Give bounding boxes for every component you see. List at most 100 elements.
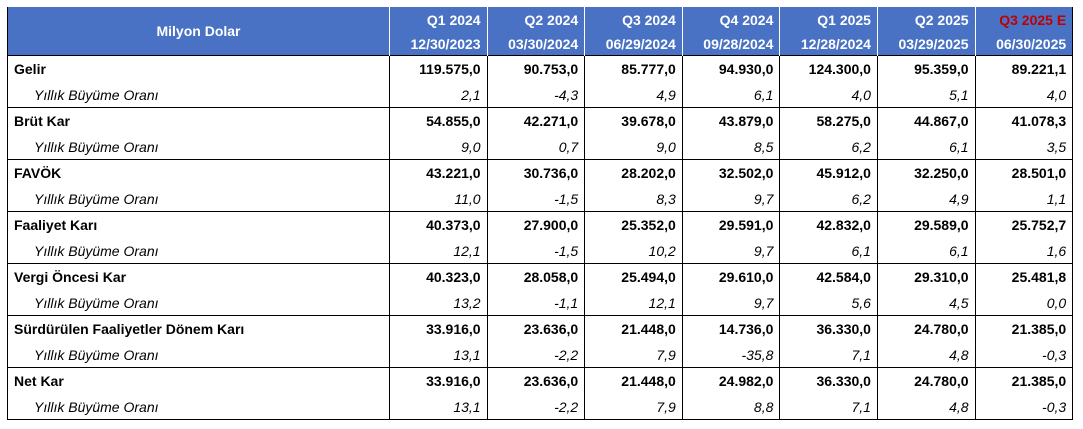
growth-value: 9,0 <box>584 134 683 160</box>
table-row-metric: FAVÖK 43.221,0 30.736,0 28.202,0 32.502,0 45.… <box>7 159 1074 186</box>
growth-value: 2,1 <box>389 82 488 108</box>
growth-value: 6,1 <box>779 238 878 264</box>
growth-value: 5,1 <box>876 82 976 108</box>
growth-value: 12,1 <box>584 290 683 316</box>
header-row-quarters: Milyon Dolar Q1 2024 Q2 2024 Q3 2024 Q4 … <box>7 7 1073 56</box>
growth-value: 8,8 <box>681 394 781 420</box>
growth-value: 4,8 <box>876 394 976 420</box>
metric-value: 24.780,0 <box>876 367 976 394</box>
growth-value: 4,9 <box>876 186 976 212</box>
table-row-metric: Brüt Kar 54.855,0 42.271,0 39.678,0 43.879,0… <box>7 107 1074 134</box>
growth-value: 11,0 <box>389 186 488 212</box>
metric-value: 25.481,8 <box>974 263 1074 290</box>
metric-value: 28.501,0 <box>974 159 1074 186</box>
metric-value: 21.385,0 <box>974 315 1074 342</box>
metric-value: 25.352,0 <box>584 211 683 238</box>
metric-value: 29.591,0 <box>681 211 781 238</box>
growth-value: 8,3 <box>584 186 683 212</box>
growth-value: 3,5 <box>974 134 1074 160</box>
metric-value: 39.678,0 <box>584 107 683 134</box>
header-date: 12/30/2023 <box>389 32 488 56</box>
metric-value: 119.575,0 <box>389 55 488 82</box>
growth-label: Yıllık Büyüme Oranı <box>7 82 390 108</box>
growth-value: 0,0 <box>974 290 1074 316</box>
growth-label: Yıllık Büyüme Oranı <box>7 186 390 212</box>
metric-value: 85.777,0 <box>584 55 683 82</box>
metric-value: 95.359,0 <box>876 55 976 82</box>
table-row-growth: Yıllık Büyüme Oranı 13,1 -2,2 7,9 8,8 7,1 4,8-… <box>7 394 1074 420</box>
metric-value: 40.373,0 <box>389 211 488 238</box>
growth-value: 4,0 <box>779 82 878 108</box>
growth-value: 6,1 <box>681 82 781 108</box>
metric-value: 33.916,0 <box>389 315 488 342</box>
growth-value: 4,5 <box>876 290 976 316</box>
growth-value: 12,1 <box>389 238 488 264</box>
growth-value: -2,2 <box>486 342 586 368</box>
growth-value: 9,7 <box>681 290 781 316</box>
header-quarter: Q2 2025 <box>876 7 976 32</box>
growth-label: Yıllık Büyüme Oranı <box>7 394 390 420</box>
financial-summary-table: Milyon Dolar Q1 2024 Q2 2024 Q3 2024 Q4 … <box>7 7 1074 420</box>
metric-value: 21.385,0 <box>974 367 1074 394</box>
metric-value: 30.736,0 <box>486 159 586 186</box>
growth-value: 7,9 <box>584 342 683 368</box>
table-row-metric: Net Kar 33.916,0 23.636,0 21.448,0 24.982,0 3… <box>7 367 1074 394</box>
metric-value: 40.323,0 <box>389 263 488 290</box>
metric-value: 54.855,0 <box>389 107 488 134</box>
metric-label: Gelir <box>7 55 390 82</box>
metric-value: 25.494,0 <box>584 263 683 290</box>
table-row-metric: Sürdürülen Faaliyetler Dönem Karı 33.916,… <box>7 315 1074 342</box>
metric-label: Sürdürülen Faaliyetler Dönem Karı <box>7 315 390 342</box>
growth-value: 1,1 <box>974 186 1074 212</box>
growth-value: -2,2 <box>486 394 586 420</box>
header-date: 12/28/2024 <box>779 32 878 56</box>
metric-value: 29.589,0 <box>876 211 976 238</box>
header-quarter: Q3 2024 <box>584 7 683 32</box>
growth-value: 9,0 <box>389 134 488 160</box>
metric-label: Net Kar <box>7 367 390 394</box>
metric-value: 25.752,7 <box>974 211 1074 238</box>
header-quarter: Q1 2025 <box>779 7 878 32</box>
metric-value: 58.275,0 <box>779 107 878 134</box>
metric-label: Brüt Kar <box>7 107 390 134</box>
growth-value: -1,5 <box>486 186 586 212</box>
growth-value: 5,6 <box>779 290 878 316</box>
metric-value: 21.448,0 <box>584 367 683 394</box>
growth-value: 13,2 <box>389 290 488 316</box>
metric-value: 89.221,1 <box>974 55 1074 82</box>
metric-value: 32.502,0 <box>681 159 781 186</box>
metric-value: 24.982,0 <box>681 367 781 394</box>
header-date: 09/28/2024 <box>681 32 780 56</box>
metric-value: 41.078,3 <box>974 107 1074 134</box>
growth-value: -1,1 <box>486 290 586 316</box>
financial-table-container: Milyon Dolar Q1 2024 Q2 2024 Q3 2024 Q4 … <box>7 7 1074 420</box>
metric-value: 28.202,0 <box>584 159 683 186</box>
metric-value: 43.879,0 <box>681 107 781 134</box>
header-row-dates: 12/30/2023 03/30/2024 06/29/2024 09/28/2… <box>8 32 1073 56</box>
growth-value: 7,1 <box>779 342 878 368</box>
metric-value: 27.900,0 <box>486 211 586 238</box>
table-body: Gelir 119.575,0 90.753,0 85.777,0 94.930,0 12… <box>7 55 1074 420</box>
table-row-growth: Yıllık Büyüme Oranı 12,1 -1,5 10,2 9,7 6,1 6,1… <box>7 238 1074 264</box>
metric-label: Faaliyet Karı <box>7 211 390 238</box>
table-row-growth: Yıllık Büyüme Oranı 9,0 0,7 9,0 8,5 6,2 6,1 3,5 <box>7 134 1074 160</box>
growth-value: 4,9 <box>584 82 683 108</box>
table-row-growth: Yıllık Büyüme Oranı 13,1 -2,2 7,9 -35,8 7,1 4,… <box>7 342 1074 368</box>
metric-value: 42.271,0 <box>486 107 586 134</box>
growth-value: 9,7 <box>681 186 781 212</box>
growth-value: 9,7 <box>681 238 781 264</box>
growth-value: 1,6 <box>974 238 1074 264</box>
metric-label: FAVÖK <box>7 159 390 186</box>
metric-value: 36.330,0 <box>779 367 878 394</box>
metric-value: 42.584,0 <box>779 263 878 290</box>
metric-value: 36.330,0 <box>779 315 878 342</box>
table-row-metric: Gelir 119.575,0 90.753,0 85.777,0 94.930,0 12… <box>7 55 1074 82</box>
growth-value: -4,3 <box>486 82 586 108</box>
growth-value: 7,1 <box>779 394 878 420</box>
growth-value: 6,1 <box>876 134 976 160</box>
metric-value: 23.636,0 <box>486 367 586 394</box>
growth-value: 13,1 <box>389 342 488 368</box>
growth-value: -0,3 <box>974 394 1074 420</box>
growth-value: 10,2 <box>584 238 683 264</box>
growth-value: 6,2 <box>779 186 878 212</box>
